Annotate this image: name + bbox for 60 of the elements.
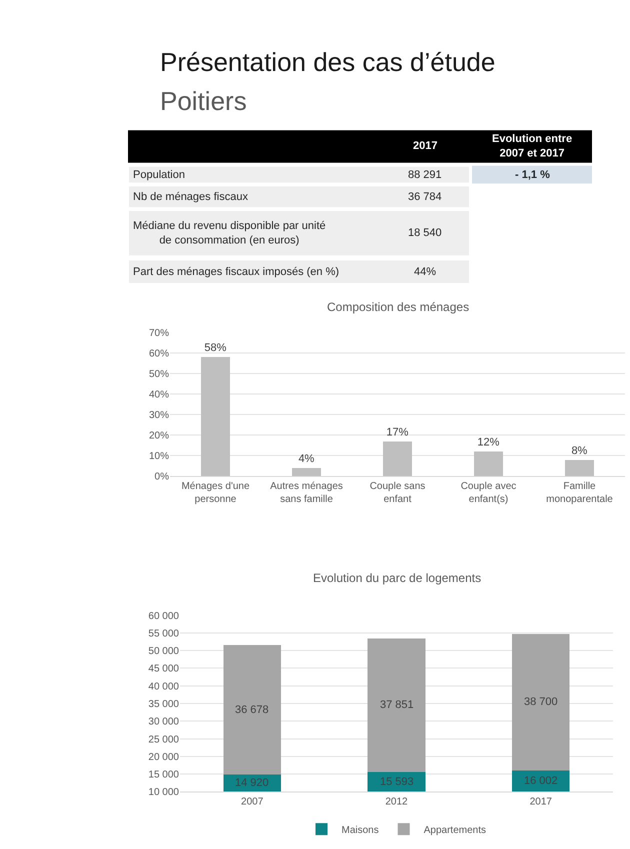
y-tick-label: 60 000: [148, 610, 180, 622]
y-tick-label: 70%: [148, 328, 170, 339]
y-tick-label: 30%: [148, 410, 170, 422]
y-tick-label: 20%: [148, 430, 170, 442]
text: 18 540: [408, 227, 442, 239]
chart-title: Evolution du parc de logements: [313, 571, 482, 585]
data-label: 4%: [298, 453, 315, 466]
y-tick-label: 0%: [154, 472, 170, 483]
x-tick-label: 2012: [385, 796, 408, 808]
x-tick-label: Autres ménages sans famille: [270, 481, 343, 506]
bar: [292, 468, 322, 476]
y-tick-label: 50 000: [148, 646, 180, 658]
data-label: 14 920: [235, 777, 269, 789]
text: 36 784: [408, 191, 442, 203]
data-label: 37 851: [380, 699, 414, 711]
x-tick-label: Couple avec enfant(s): [460, 481, 516, 506]
x-tick-label: Couple sans enfant: [370, 481, 426, 506]
text: Evolution entre 2007 et 2017: [492, 133, 572, 160]
legend-label: Maisons: [342, 825, 379, 836]
text: Poitiers: [160, 86, 247, 116]
bar: [564, 460, 594, 476]
chart-title: Composition des ménages: [327, 300, 470, 314]
y-tick-label: 10 000: [148, 787, 180, 798]
text: Population: [133, 169, 185, 181]
legend-label: Appartements: [424, 825, 486, 836]
data-label: 17%: [386, 426, 409, 438]
data-label: 16 002: [524, 775, 558, 787]
y-tick-label: 15 000: [148, 770, 180, 781]
x-tick-label: 2007: [241, 796, 264, 808]
y-tick-label: 20 000: [148, 752, 180, 763]
y-tick-label: 30 000: [148, 716, 180, 728]
x-tick-label: Ménages d'une personne: [181, 481, 250, 506]
text: Présentation des cas d’étude: [160, 47, 496, 77]
text: Part des ménages fiscaux imposés (en %): [133, 266, 340, 278]
y-tick-label: 45 000: [148, 664, 180, 675]
x-tick-label: 2017: [530, 796, 552, 808]
y-tick-label: 10%: [148, 451, 170, 462]
data-label: 12%: [477, 436, 500, 449]
y-tick-label: 40%: [148, 389, 170, 400]
bar: [382, 441, 412, 476]
data-label: 58%: [204, 342, 227, 354]
data-label: 38 700: [524, 696, 558, 708]
data-label: 8%: [571, 444, 588, 457]
text: Nb de ménages fiscaux: [133, 191, 248, 203]
y-tick-label: 50%: [148, 368, 170, 380]
text: Médiane du revenu disponible par unité de consommation (en euros): [133, 220, 326, 246]
y-tick-label: 55 000: [148, 628, 180, 640]
bar: [474, 452, 504, 476]
text: 44%: [414, 266, 436, 278]
y-tick-label: 35 000: [148, 698, 180, 710]
text: - 1,1 %: [515, 169, 550, 181]
data-label: 15 593: [380, 776, 414, 788]
y-tick-label: 60%: [148, 348, 170, 360]
bar: [200, 356, 230, 476]
y-tick-label: 40 000: [148, 681, 180, 692]
x-tick-label: Famille monoparentale: [546, 481, 614, 506]
y-tick-label: 25 000: [148, 734, 180, 746]
text: 88 291: [408, 169, 442, 181]
data-label: 36 678: [235, 704, 269, 716]
text: 2017: [413, 140, 438, 152]
